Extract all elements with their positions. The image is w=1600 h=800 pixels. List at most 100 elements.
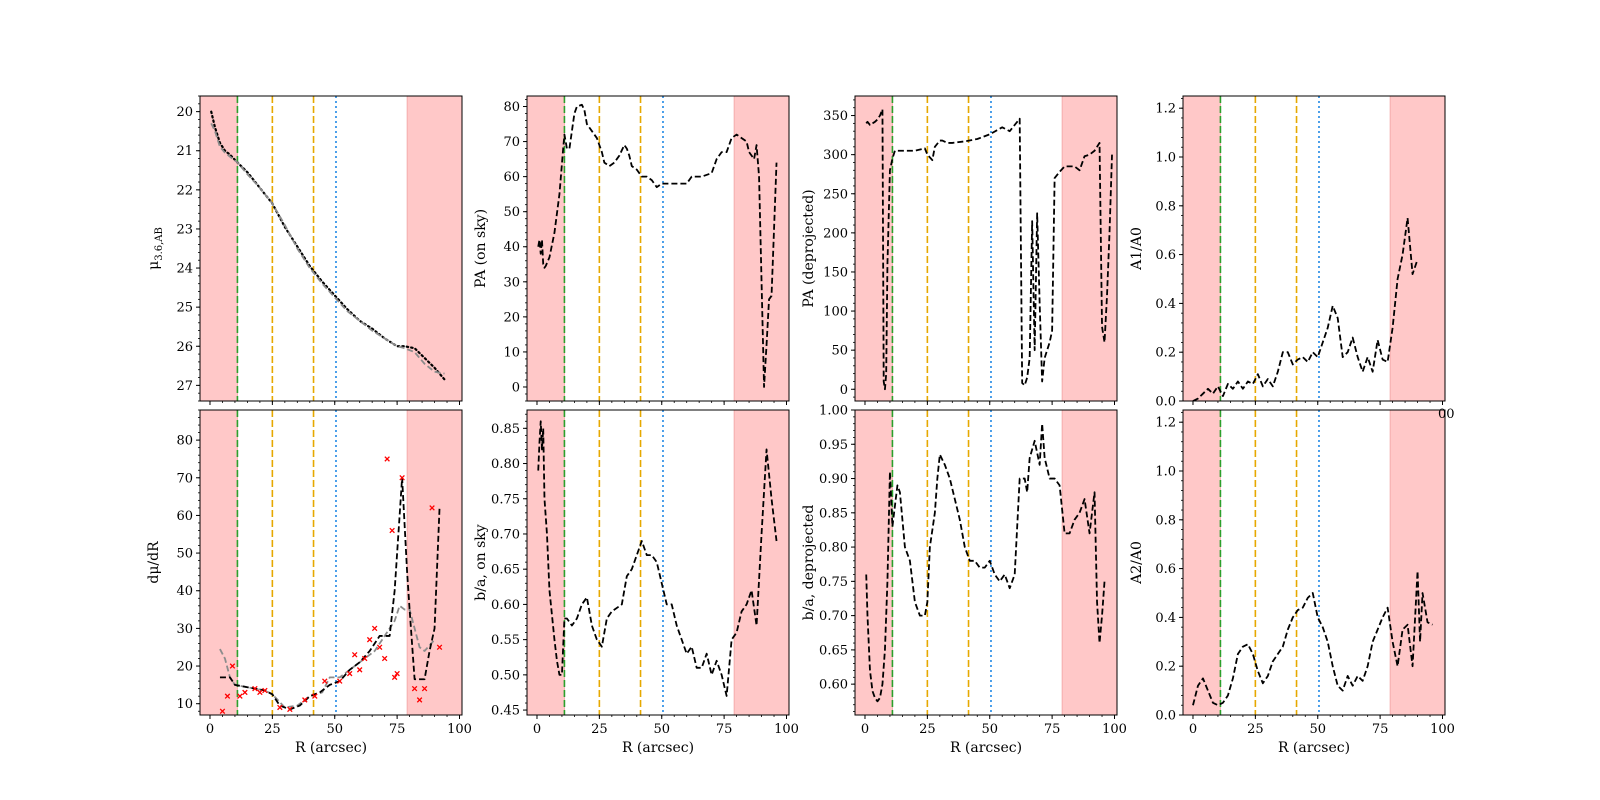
y-tick-label: 300 bbox=[823, 148, 848, 163]
series-line bbox=[219, 604, 436, 709]
panel-dmu: 10 20 30 40 50 60 70 80 0 25 50 75 100 R (arcsec) dμ/d… bbox=[146, 409, 472, 756]
x-axis bbox=[209, 401, 461, 405]
y-tick-label: 0.95 bbox=[819, 438, 848, 453]
x-tick-label: 75 bbox=[1044, 722, 1061, 737]
x-tick-label: 75 bbox=[389, 722, 406, 737]
y-tick-label: 0.4 bbox=[1155, 611, 1176, 626]
y-tick-label: 1.2 bbox=[1155, 416, 1176, 431]
plot-area bbox=[200, 96, 462, 401]
series-0 bbox=[219, 604, 436, 709]
y-tick-label: 20 bbox=[176, 660, 193, 675]
data-marker bbox=[436, 644, 443, 650]
data-marker bbox=[237, 693, 243, 699]
data-marker bbox=[366, 636, 373, 643]
series-2 bbox=[219, 456, 443, 714]
x-axis-label: R (arcsec) bbox=[950, 740, 1022, 756]
plot-area bbox=[1183, 96, 1445, 401]
data-marker bbox=[287, 706, 293, 713]
y-axis: 0.45 0.50 0.55 0.60 0.65 0.70 0.75 0.80 0.85 bbox=[491, 413, 527, 719]
y-tick-label: 0.0 bbox=[1155, 395, 1176, 410]
y-tick-label: 23 bbox=[176, 222, 193, 237]
y-axis: 0 10 20 30 40 50 60 70 80 bbox=[503, 99, 527, 402]
series-0 bbox=[865, 108, 1113, 391]
shaded-region bbox=[406, 410, 462, 715]
x-tick-label: 25 bbox=[264, 722, 281, 737]
shaded-region bbox=[406, 96, 462, 401]
panel-a2: 0.0 0.2 0.4 0.6 0.8 1.0 1.2 0 25 50 75 100 R (arcsec… bbox=[1129, 409, 1455, 756]
x-axis: 0 25 50 75 100 bbox=[1189, 715, 1455, 737]
data-marker bbox=[361, 655, 368, 662]
y-tick-label: 10 bbox=[176, 697, 193, 712]
data-marker bbox=[356, 667, 363, 673]
panel-a1: 0.0 0.2 0.4 0.6 0.8 1.0 1.2 A1/A0 bbox=[1129, 95, 1446, 410]
x-tick-label: 0 bbox=[1189, 722, 1197, 737]
x-axis-label: R (arcsec) bbox=[622, 740, 694, 756]
y-tick-label: 0.55 bbox=[491, 633, 520, 648]
y-tick-label: 0.50 bbox=[491, 668, 520, 683]
x-axis: 0 25 50 75 100 bbox=[206, 715, 472, 737]
data-marker bbox=[312, 693, 318, 699]
series-line bbox=[210, 122, 445, 375]
y-tick-label: 0.80 bbox=[491, 457, 520, 472]
x-tick-label: 100 bbox=[447, 722, 472, 737]
plot-area bbox=[855, 410, 1117, 715]
series-line bbox=[210, 110, 446, 381]
series-line bbox=[865, 108, 1113, 391]
x-tick-label: 75 bbox=[1372, 722, 1389, 737]
y-tick-label: 30 bbox=[176, 622, 193, 637]
y-tick-label: 22 bbox=[176, 183, 193, 198]
data-marker bbox=[277, 704, 283, 711]
shaded-region bbox=[1389, 410, 1445, 715]
y-tick-label: 26 bbox=[176, 340, 193, 355]
data-marker bbox=[322, 678, 328, 684]
panels: 20 21 22 23 24 25 26 27 μ3.6,AB 0 10 20 30 40 50 60 70 80… bbox=[146, 95, 1455, 756]
x-tick-label: 0 bbox=[533, 722, 541, 737]
data-marker bbox=[416, 697, 423, 703]
data-marker bbox=[242, 689, 248, 696]
panel-pa_sky: 0 10 20 30 40 50 60 70 80 PA (on sky) bbox=[473, 95, 790, 405]
y-axis-label: PA (on sky) bbox=[473, 209, 489, 288]
x-tick-label: 50 bbox=[981, 722, 998, 737]
y-tick-label: 70 bbox=[176, 471, 193, 486]
y-tick-label: 0.6 bbox=[1155, 248, 1176, 263]
y-tick-label: 0.60 bbox=[819, 678, 848, 693]
y-tick-label: 80 bbox=[503, 100, 520, 115]
y-tick-label: 0.85 bbox=[819, 506, 848, 521]
shaded-region bbox=[1389, 96, 1445, 401]
series-line bbox=[537, 420, 778, 697]
y-tick-label: 0.0 bbox=[1155, 709, 1176, 724]
y-tick-label: 0.2 bbox=[1155, 346, 1176, 361]
y-tick-label: 20 bbox=[503, 310, 520, 325]
x-axis-label: R (arcsec) bbox=[295, 740, 367, 756]
axes-frame bbox=[1182, 95, 1446, 402]
series-line bbox=[537, 103, 778, 388]
y-tick-label: 0.75 bbox=[491, 492, 520, 507]
shaded-region bbox=[527, 410, 565, 715]
x-tick-label: 50 bbox=[653, 722, 670, 737]
data-marker bbox=[336, 678, 343, 684]
y-axis-label: μ3.6,AB bbox=[146, 227, 165, 270]
y-tick-label: 40 bbox=[176, 584, 193, 599]
y-tick-label: 0.65 bbox=[819, 643, 848, 658]
series-line bbox=[865, 422, 1106, 703]
panel-mu: 20 21 22 23 24 25 26 27 μ3.6,AB bbox=[146, 95, 463, 405]
shaded-region bbox=[1061, 410, 1117, 715]
data-marker bbox=[224, 693, 231, 699]
y-tick-label: 100 bbox=[823, 305, 848, 320]
shaded-region bbox=[527, 96, 565, 401]
axes-frame bbox=[526, 95, 790, 402]
y-tick-label: 60 bbox=[176, 509, 193, 524]
plot-area bbox=[527, 96, 789, 401]
y-tick-label: 0.2 bbox=[1155, 660, 1176, 675]
y-axis: 0.60 0.65 0.70 0.75 0.80 0.85 0.90 0.95 1.00 bbox=[819, 404, 855, 712]
x-tick-label: 100 bbox=[774, 722, 799, 737]
y-tick-label: 0 bbox=[840, 383, 848, 398]
plot-area bbox=[855, 96, 1117, 401]
y-axis: 10 20 30 40 50 60 70 80 bbox=[176, 409, 200, 712]
shaded-region bbox=[855, 96, 893, 401]
stray-tick-label: 00 bbox=[1438, 407, 1455, 422]
y-axis-label: A2/A0 bbox=[1129, 541, 1145, 585]
y-tick-label: 0.80 bbox=[819, 541, 848, 556]
x-tick-label: 100 bbox=[1102, 722, 1127, 737]
axes-frame bbox=[854, 409, 1118, 716]
